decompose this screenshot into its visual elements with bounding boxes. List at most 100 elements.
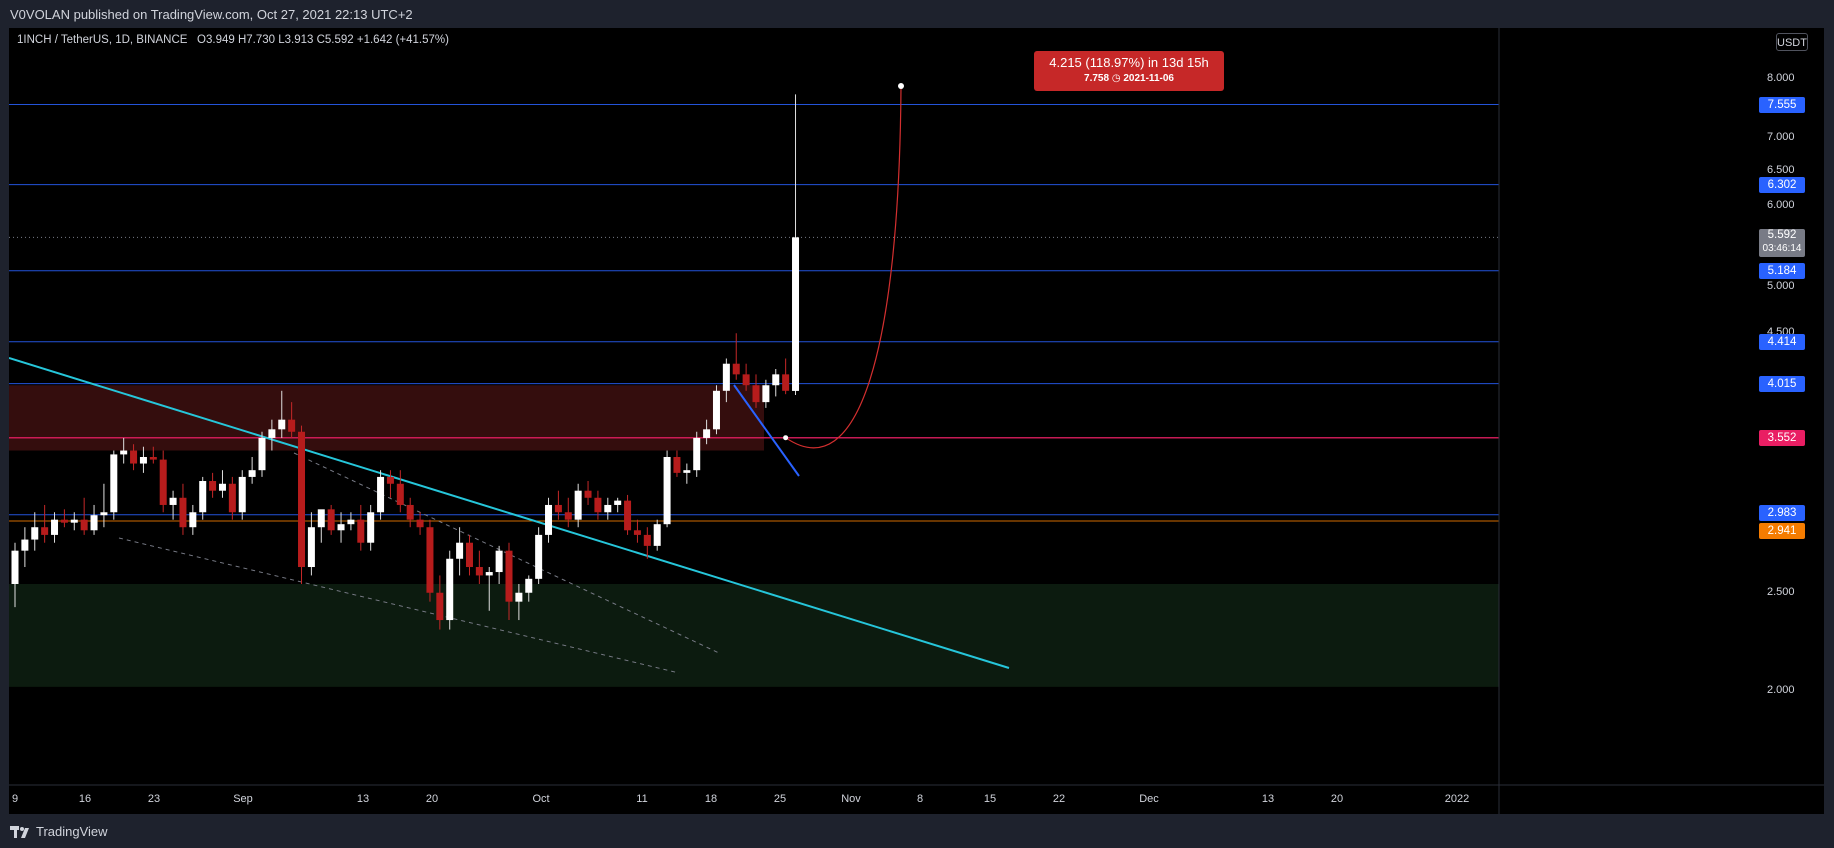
candle-body: [100, 512, 108, 516]
candle-body: [446, 558, 454, 621]
candle-body: [554, 504, 562, 513]
candle-body: [327, 509, 335, 531]
time-tick: 18: [704, 793, 718, 805]
candle-body: [663, 456, 671, 525]
candle-body: [31, 527, 39, 540]
price-tick: 6.000: [1767, 199, 1795, 212]
currency-button[interactable]: USDT: [1776, 33, 1808, 51]
candle-body: [594, 497, 602, 513]
candle-body: [624, 500, 632, 531]
price-label: 6.302: [1759, 176, 1805, 193]
projection-date: 2021-11-06: [1123, 73, 1174, 84]
candle-body: [357, 519, 365, 543]
candle-body: [584, 490, 592, 498]
candle-body: [426, 527, 434, 593]
time-tick: 8: [916, 793, 924, 805]
time-tick: Oct: [532, 793, 550, 805]
candle-body: [604, 504, 612, 513]
candle-body: [406, 504, 414, 520]
candle-body: [248, 470, 256, 477]
candle-body: [505, 550, 513, 602]
zone-0: [9, 385, 764, 451]
candle-body: [386, 476, 394, 484]
candle-body: [258, 437, 266, 471]
candle-body: [288, 419, 296, 432]
price-label-value: 5.184: [1767, 264, 1797, 277]
projection-curve: [785, 87, 902, 449]
price-tick: 5.000: [1767, 279, 1795, 292]
time-tick: 25: [773, 793, 787, 805]
candle-body: [683, 470, 691, 473]
brand-name: TradingView: [36, 824, 108, 839]
chart-canvas[interactable]: [9, 28, 1824, 814]
price-tick: 7.000: [1767, 131, 1795, 144]
chart-area[interactable]: 1INCH / TetherUS, 1D, BINANCE O3.949 H7.…: [9, 28, 1824, 814]
candle-body: [485, 572, 493, 576]
price-tick: 8.000: [1767, 72, 1795, 85]
price-label: 2.983: [1759, 504, 1805, 521]
projection-start-point: [783, 435, 789, 441]
candle-body: [307, 527, 315, 568]
candle-body: [673, 456, 681, 473]
candle-body: [317, 509, 325, 528]
candle-body: [633, 530, 641, 535]
candle-body: [189, 512, 197, 528]
candle-body: [377, 476, 385, 513]
candle-body: [525, 578, 533, 593]
price-tick: 2.500: [1767, 585, 1795, 598]
candle-body: [574, 490, 582, 520]
candle-body: [436, 592, 444, 621]
candle-body: [130, 450, 138, 464]
candle-body: [772, 374, 780, 386]
zone-1: [9, 584, 1499, 687]
time-tick: 13: [1261, 793, 1275, 805]
projection-callout[interactable]: 4.215 (118.97%) in 13d 15h 7.758 ◷ 2021-…: [1034, 51, 1224, 91]
projection-label: 4.215 (118.97%) in 13d 15h: [1049, 55, 1209, 70]
time-tick: 20: [1330, 793, 1344, 805]
price-label-value: 2.983: [1767, 506, 1797, 519]
time-tick: 15: [983, 793, 997, 805]
candle-body: [535, 534, 543, 579]
candle-body: [416, 519, 424, 528]
time-tick: 9: [11, 793, 19, 805]
candle-body: [495, 550, 503, 573]
time-tick: 2022: [1444, 793, 1470, 805]
candle-body: [60, 519, 68, 523]
candle-body: [218, 483, 226, 491]
price-label: 7.555: [1759, 96, 1805, 113]
price-label-value: 4.015: [1767, 377, 1797, 390]
time-tick: 16: [78, 793, 92, 805]
price-label: 2.941: [1759, 523, 1805, 540]
candle-body: [238, 476, 246, 513]
price-label-value: 7.555: [1767, 98, 1797, 111]
candle-body: [396, 483, 404, 505]
candle-body: [159, 459, 167, 505]
candle-body: [564, 512, 572, 520]
price-label-value: 3.552: [1767, 431, 1797, 444]
time-tick: 20: [425, 793, 439, 805]
candle-body: [475, 567, 483, 576]
candle-body: [278, 419, 286, 430]
countdown-timer: 03:46:14: [1762, 243, 1802, 255]
publisher-bar: V0VOLAN published on TradingView.com, Oc…: [0, 0, 1834, 28]
price-label-value: 5.592: [1767, 229, 1797, 242]
candle-body: [199, 481, 207, 513]
time-tick: Nov: [841, 793, 861, 805]
candle-body: [110, 454, 118, 513]
candle-body: [367, 512, 375, 543]
channel-lower-line: [118, 537, 680, 674]
time-tick: 11: [636, 793, 648, 805]
candle-body: [515, 592, 523, 602]
price-label-value: 4.414: [1767, 335, 1797, 348]
candle-body: [653, 524, 661, 546]
time-tick: Sep: [233, 793, 253, 805]
candle-body: [732, 363, 740, 375]
candle-body: [179, 497, 187, 528]
price-label: 5.592 03:46:14: [1759, 229, 1805, 258]
footer-bar: TradingView: [0, 815, 1834, 848]
price-label: 5.184: [1759, 262, 1805, 279]
wedge-line: [733, 384, 800, 477]
symbol-title: 1INCH / TetherUS, 1D, BINANCE: [17, 34, 188, 46]
candle-body: [782, 374, 790, 391]
candle-body: [11, 550, 19, 585]
